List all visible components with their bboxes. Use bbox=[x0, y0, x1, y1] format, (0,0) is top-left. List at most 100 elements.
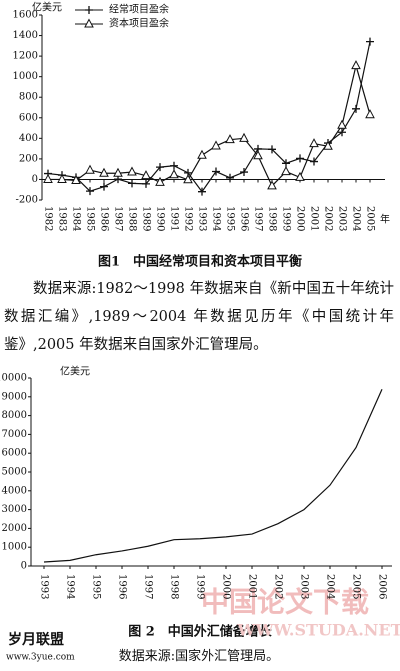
point-marker bbox=[338, 128, 346, 137]
x-tick-label: 1999 bbox=[195, 574, 206, 599]
point-marker bbox=[84, 18, 94, 28]
x-unit-label: 年 bbox=[380, 213, 390, 226]
x-tick-label: 1997 bbox=[253, 206, 264, 231]
y-tick-label: 6000 bbox=[2, 448, 27, 459]
point-marker bbox=[86, 187, 94, 196]
watermark-url: WWW.STUDA.NET bbox=[237, 621, 400, 640]
x-tick-label: 2003 bbox=[337, 206, 348, 231]
chart-title: 图 2 中国外汇储备增长 bbox=[128, 624, 273, 640]
y-tick-label: 800 bbox=[19, 92, 38, 103]
x-tick-label: 1992 bbox=[183, 206, 194, 231]
point-marker bbox=[295, 171, 305, 181]
x-tick-label: 1999 bbox=[281, 206, 292, 231]
point-marker bbox=[351, 60, 361, 70]
source-note: 数据来源:国家外汇管理局。 bbox=[118, 649, 280, 664]
point-marker bbox=[85, 6, 93, 14]
point-marker bbox=[141, 170, 151, 180]
x-tick-label: 1983 bbox=[57, 206, 68, 231]
point-marker bbox=[282, 159, 290, 168]
point-marker bbox=[309, 138, 319, 148]
chart-title: 图1 中国经常项目和资本项目平衡 bbox=[98, 254, 302, 270]
watermark: 中国论文下载 bbox=[201, 586, 369, 619]
point-marker bbox=[211, 140, 221, 150]
y-tick-label: 7000 bbox=[2, 429, 27, 440]
x-tick-label: 1987 bbox=[113, 206, 124, 231]
point-marker bbox=[268, 145, 276, 154]
x-tick-label: 2002 bbox=[323, 206, 334, 231]
y-tick-label: 2000 bbox=[2, 523, 27, 534]
point-marker bbox=[113, 167, 123, 177]
y-tick-label: 600 bbox=[19, 112, 38, 123]
x-tick-label: 1982 bbox=[43, 206, 54, 231]
y-tick-label: 3000 bbox=[2, 504, 27, 515]
x-tick-label: 1998 bbox=[169, 574, 180, 599]
y-tick-label: 9000 bbox=[2, 391, 27, 402]
x-tick-label: 1994 bbox=[211, 206, 222, 231]
x-tick-label: 2005 bbox=[351, 574, 362, 599]
y-tick-label: 1200 bbox=[13, 51, 38, 62]
x-tick-label: 1990 bbox=[155, 206, 166, 231]
point-marker bbox=[99, 167, 109, 177]
x-tick-label: 1984 bbox=[71, 206, 82, 231]
x-tick-label: 1996 bbox=[117, 574, 128, 599]
point-marker bbox=[239, 132, 249, 142]
y-tick-label: 4000 bbox=[2, 485, 27, 496]
x-tick-label: 1996 bbox=[239, 206, 250, 231]
y-unit-label: 亿美元 bbox=[60, 365, 90, 378]
y-tick-label: 1400 bbox=[13, 30, 38, 41]
x-tick-label: 1989 bbox=[141, 206, 152, 231]
point-marker bbox=[85, 164, 95, 174]
y-tick-label: 1000 bbox=[2, 542, 27, 553]
source-note: 数据来源:1982～1998 年数据来自《新中国五十年统计数据汇编》,1989～… bbox=[4, 281, 394, 353]
point-marker bbox=[337, 119, 347, 129]
x-tick-label: 1998 bbox=[267, 206, 278, 231]
point-marker bbox=[155, 176, 165, 186]
x-tick-label: 1995 bbox=[91, 574, 102, 599]
x-tick-label: 1995 bbox=[225, 206, 236, 231]
x-tick-label: 1997 bbox=[143, 574, 154, 599]
x-tick-label: 2002 bbox=[273, 574, 284, 599]
point-marker bbox=[253, 150, 263, 160]
x-tick-label: 2001 bbox=[309, 206, 320, 231]
point-marker bbox=[366, 37, 374, 46]
data-line bbox=[43, 389, 383, 563]
y-tick-label: -200 bbox=[16, 195, 38, 206]
x-tick-label: 1988 bbox=[127, 206, 138, 231]
point-marker bbox=[100, 182, 108, 191]
point-marker bbox=[197, 149, 207, 159]
point-marker bbox=[281, 166, 291, 176]
y-tick-label: 8000 bbox=[2, 410, 27, 421]
point-marker bbox=[352, 104, 360, 113]
y-tick-label: 1600 bbox=[13, 10, 38, 21]
x-tick-label: 2004 bbox=[351, 206, 362, 231]
point-marker bbox=[128, 179, 136, 188]
point-marker bbox=[183, 174, 193, 184]
y-tick-label: 400 bbox=[19, 133, 38, 144]
y-unit-label: 亿美元 bbox=[32, 1, 62, 14]
site-url: www.3yue.com bbox=[6, 653, 75, 663]
y-tick-label: 200 bbox=[19, 153, 38, 164]
point-marker bbox=[142, 179, 150, 188]
point-marker bbox=[296, 154, 304, 163]
point-marker bbox=[267, 180, 277, 190]
x-tick-label: 1994 bbox=[65, 574, 76, 599]
point-marker bbox=[212, 167, 220, 176]
data-line bbox=[47, 41, 371, 193]
point-marker bbox=[310, 157, 318, 166]
y-tick-label: 10000 bbox=[0, 373, 27, 384]
point-marker bbox=[170, 161, 178, 170]
x-tick-label: 2001 bbox=[247, 574, 258, 599]
legend-label: 经常项目盈余 bbox=[109, 3, 169, 16]
x-tick-label: 1993 bbox=[39, 574, 50, 599]
x-tick-label: 2004 bbox=[325, 574, 336, 599]
point-marker bbox=[57, 173, 67, 183]
point-marker bbox=[198, 187, 206, 196]
y-tick-label: 1000 bbox=[13, 71, 38, 82]
point-marker bbox=[156, 163, 164, 172]
point-marker bbox=[71, 174, 81, 184]
x-tick-label: 2005 bbox=[365, 206, 376, 231]
x-tick-label: 1986 bbox=[99, 206, 110, 231]
legend-label: 资本项目盈余 bbox=[109, 17, 169, 30]
